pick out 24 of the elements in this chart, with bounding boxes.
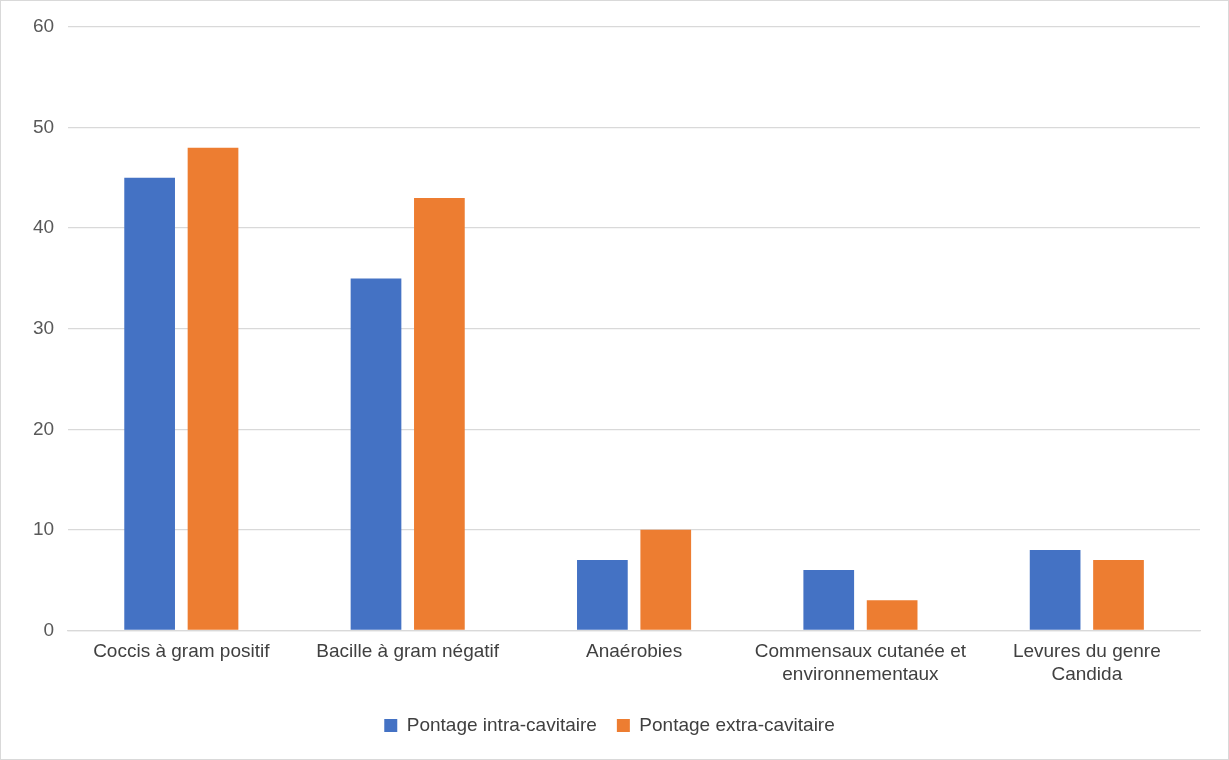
y-tick-label: 0	[43, 618, 55, 640]
bar	[866, 600, 918, 630]
bar	[187, 147, 239, 630]
bar	[124, 177, 175, 630]
legend-label: Pontage intra-cavitaire	[406, 713, 597, 735]
bar	[350, 278, 402, 630]
y-tick-label: 60	[32, 15, 55, 37]
x-tick-label: Anaérobies	[586, 640, 683, 662]
y-tick-label: 40	[32, 216, 55, 238]
y-tick-label: 30	[32, 316, 55, 338]
x-tick-label: Commensaux cutanée et environnementaux	[754, 640, 967, 684]
y-tick-label: 50	[32, 115, 55, 137]
bar	[640, 529, 692, 630]
x-tick-label: Coccis à gram positif	[93, 640, 271, 662]
bar	[414, 197, 465, 630]
x-tick-label: Levures du genre Candida	[1012, 640, 1161, 684]
x-tick-label: Bacille à gram négatif	[316, 640, 500, 662]
y-tick-label: 10	[32, 518, 55, 540]
y-tick-label: 20	[32, 417, 55, 439]
bar	[577, 560, 628, 630]
bar	[1093, 560, 1144, 630]
legend-label: Pontage extra-cavitaire	[639, 713, 835, 735]
bar	[803, 570, 855, 630]
bar	[1029, 549, 1081, 630]
